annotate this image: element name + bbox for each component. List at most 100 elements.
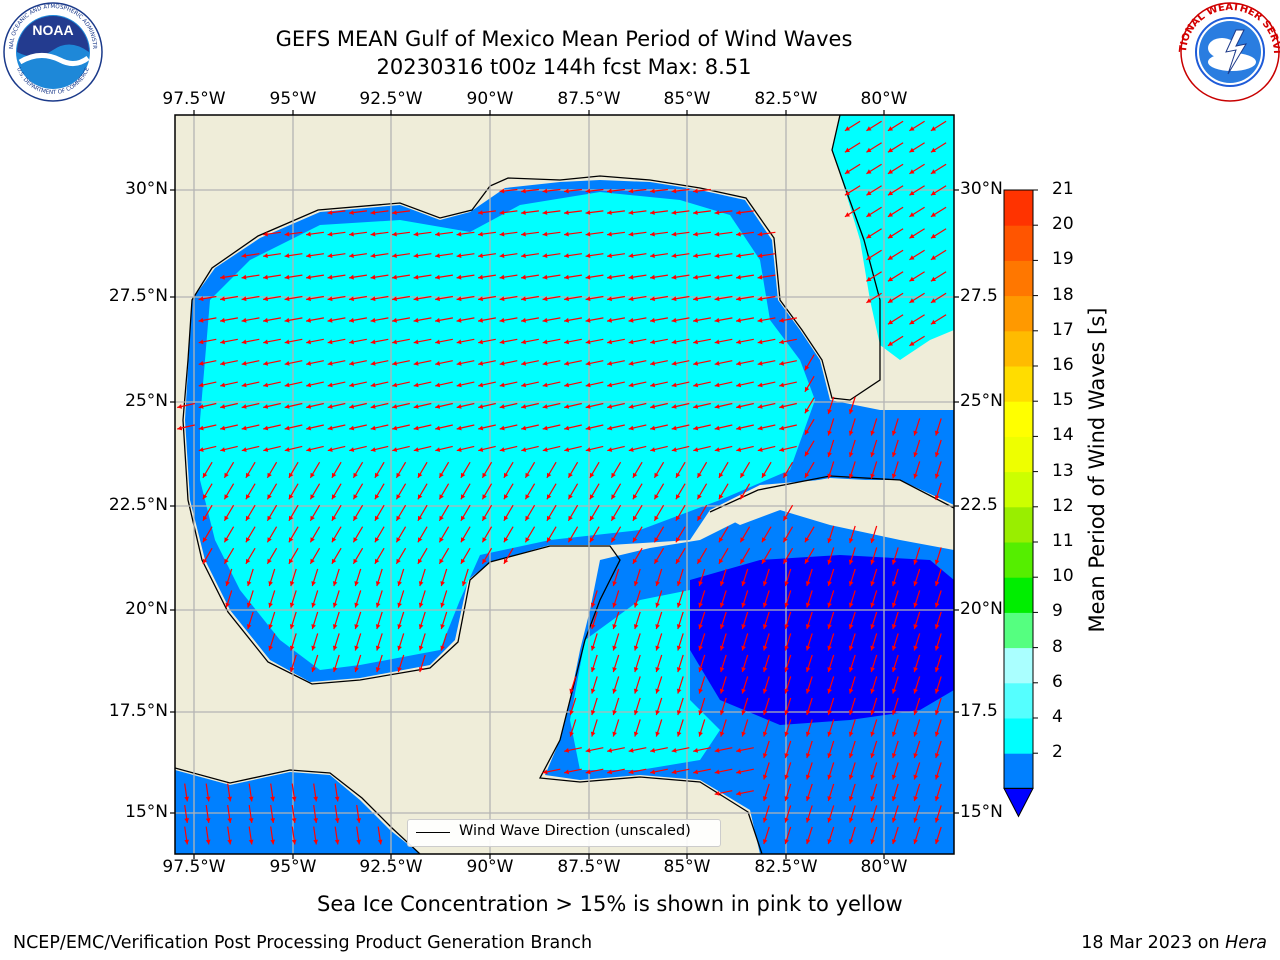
wave-arrow-head [291,796,297,802]
wave-arrow-head [761,558,767,564]
wave-arrow-head [564,188,569,194]
wave-arrow-head [844,169,850,174]
wave-arrow-head [503,472,509,478]
wave-arrow-head [313,818,318,823]
wave-arrow-head [356,818,361,823]
wave-arrow-head [698,602,703,608]
wave-arrow-head [306,274,311,280]
wave-arrow-head [435,274,440,280]
wave-arrow-head [413,231,419,237]
wave-arrow-head [913,774,918,780]
wave-arrow-head [564,748,570,753]
wave-arrow-head [327,317,333,323]
wave-arrow-head [762,710,768,716]
wave-arrow-head [589,537,595,543]
wave-arrow-head [327,447,333,452]
wave-arrow-head [503,494,509,500]
wave-arrow-head [499,317,505,323]
wave-arrow-head [909,126,915,131]
wave-arrow-head [650,382,656,388]
wave-arrow-head [564,382,570,388]
wave-arrow-head [779,317,784,323]
wave-arrow-head [439,515,444,521]
wave-arrow-head [913,581,918,587]
wave-arrow-head [521,404,527,409]
wave-arrow-head [284,274,290,280]
wave-arrow-head [542,253,548,258]
wave-arrow-head [327,382,333,388]
wave-arrow-head [184,796,189,802]
wave-arrow-head [418,602,424,608]
wave-arrow-head [241,274,247,280]
wave-arrow-head [654,494,659,500]
wave-arrow-head [804,558,810,564]
wave-arrow-head [392,296,397,302]
wave-arrow-head [757,447,763,452]
wave-arrow-head [887,126,893,131]
wave-arrow-head [805,731,811,737]
wave-arrow-head [784,688,789,694]
wave-arrow-head [270,839,275,845]
wave-arrow-head [590,731,596,737]
wave-arrow-head [844,190,850,196]
wave-arrow-head [654,515,659,521]
wave-arrow-head [934,645,940,651]
wave-arrow-head [435,296,440,302]
footer-date: 18 Mar 2023 on Hera [1081,933,1267,953]
wave-arrow-head [607,361,613,366]
wave-arrow-head [564,339,569,345]
wave-arrow-head [478,404,484,409]
wave-arrow-head [375,624,381,630]
wave-arrow-head [740,494,745,500]
wave-arrow-head [693,748,699,753]
wave-arrow-head [370,339,376,345]
wave-arrow-head [676,731,682,737]
wave-arrow-head [650,317,655,323]
wave-arrow-head [564,361,570,366]
atlantic-water [832,115,954,360]
wave-arrow-head [848,688,854,694]
wave-arrow-head [327,339,333,345]
wave-arrow-head [499,447,505,452]
wave-arrow-head [220,274,225,280]
wave-arrow-head [267,472,272,478]
wave-arrow-head [671,361,677,366]
wave-arrow-head [542,317,548,323]
wave-arrow-head [736,339,741,345]
wave-arrow-head [607,210,612,215]
wave-arrow-head [741,581,746,587]
wave-arrow-head [327,361,333,366]
wave-arrow-head [284,339,290,345]
coastline-pacific [175,767,421,854]
colorbar-tick-label: 12 [1052,495,1074,516]
wave-arrow-head [930,319,936,325]
wave-arrow-head [306,447,312,452]
wave-arrow-head [784,667,789,673]
wave-arrow-head [741,731,746,737]
wave-arrow-head [887,276,893,282]
wave-arrow-head [693,210,698,215]
wave-arrow-head [349,274,354,280]
wave-arrow-head [718,472,724,478]
wave-arrow-head [930,298,936,303]
wave-arrow-head [564,231,569,237]
wave-arrow-head [827,409,832,415]
wave-arrow-head [650,425,656,431]
wave-arrow-head [870,688,875,694]
wave-arrow-head [676,581,682,587]
wave-arrow-head [628,748,634,753]
wave-arrow-head [913,430,918,436]
wave-arrow-head [930,147,936,153]
wave-arrow-head [909,169,915,174]
wave-arrow-head [736,447,742,452]
wave-arrow-head [804,429,810,435]
wave-arrow-head [632,494,638,500]
wave-arrow-head [676,602,682,608]
wave-arrow-head [844,147,850,153]
wave-arrow-head [392,339,397,345]
wave-arrow-head [478,382,484,388]
wave-arrow-head [870,796,875,802]
lon-label-top: 95°W [269,89,317,109]
wave-arrow-head [268,581,273,587]
wave-arrow-head [741,645,746,651]
